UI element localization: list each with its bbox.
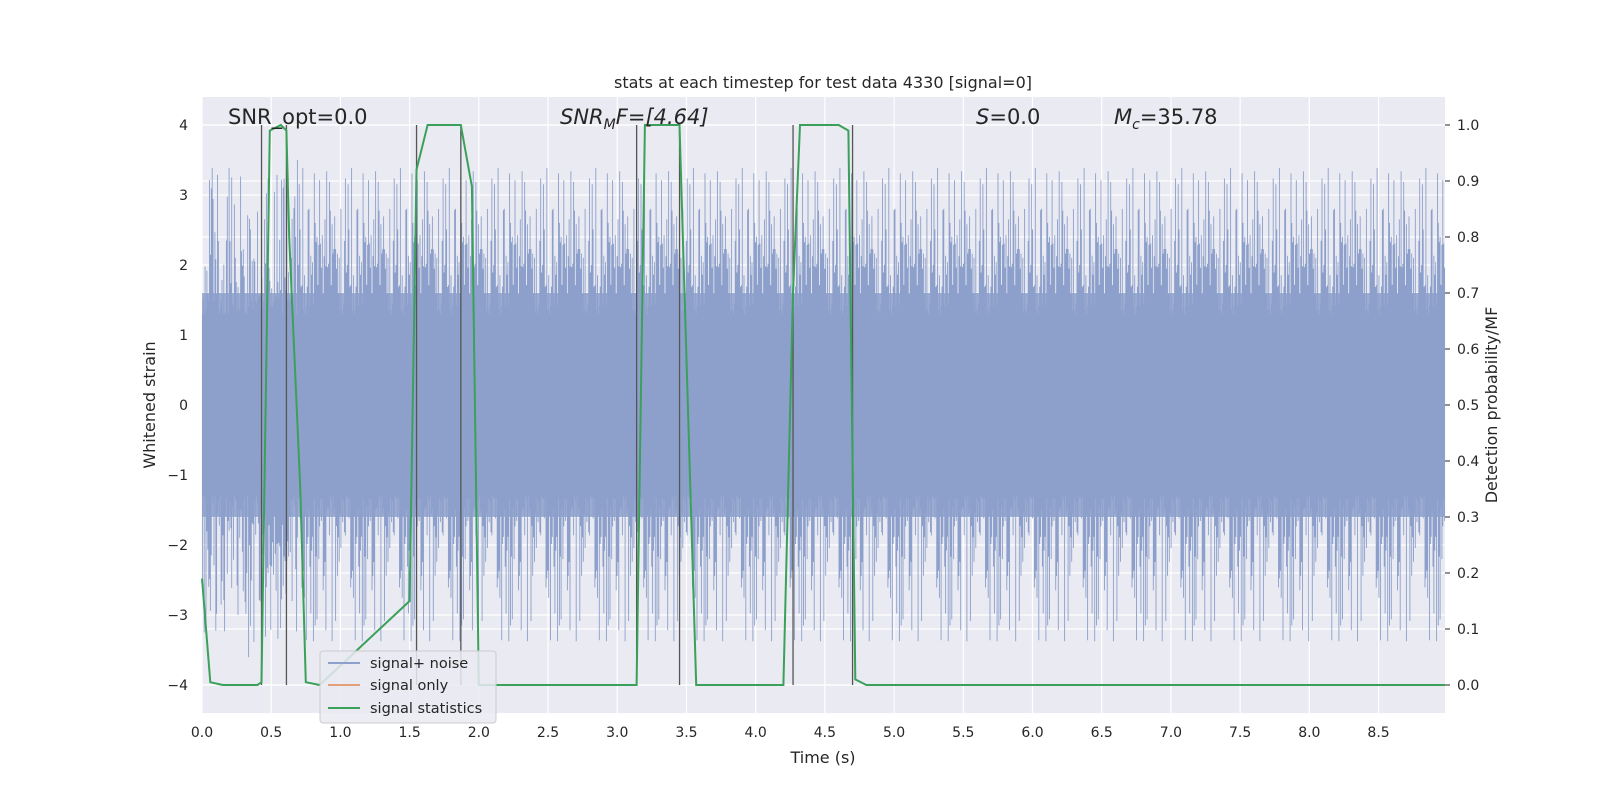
tick-labels: 0.0 0.5 1.0 1.5 2.0 2.5 3.0 3.5 4.0 4.5 5.0 5.5 6.0 6… bbox=[167, 118, 1479, 741]
legend-label-signal-noise: signal+ noise bbox=[370, 656, 468, 672]
y2-tick-label: 0.2 bbox=[1457, 566, 1479, 582]
y-axis-label: Whitened strain bbox=[140, 341, 159, 468]
y2-axis-label: Detection probability/MF bbox=[1482, 307, 1501, 504]
statistics-series bbox=[201, 123, 1445, 687]
s-symbol: S bbox=[976, 105, 989, 129]
x-tick-label: 1.0 bbox=[329, 725, 351, 741]
legend-label-signal-only: signal only bbox=[370, 678, 449, 694]
x-tick-label: 5.5 bbox=[952, 725, 974, 741]
y-tick-label: 1 bbox=[179, 328, 188, 344]
y2-tick-label: 0.0 bbox=[1457, 678, 1479, 694]
legend-label-signal-statistics: signal statistics bbox=[370, 701, 482, 717]
mc-symbol: M bbox=[1114, 105, 1132, 129]
mc-subscript: c bbox=[1132, 117, 1140, 133]
y2-tick-label: 0.1 bbox=[1457, 622, 1479, 638]
y-tick-label: −3 bbox=[167, 608, 188, 624]
y2-tick-label: 0.6 bbox=[1457, 342, 1479, 358]
y-tick-label: −1 bbox=[167, 468, 188, 484]
s-rest: =0.0 bbox=[989, 105, 1040, 129]
x-tick-label: 6.5 bbox=[1091, 725, 1113, 741]
x-tick-label: 0.5 bbox=[260, 725, 282, 741]
y2-tick-label: 0.7 bbox=[1457, 286, 1479, 302]
x-tick-label: 8.0 bbox=[1298, 725, 1320, 741]
x-tick-label: 7.5 bbox=[1229, 725, 1251, 741]
x-tick-label: 3.5 bbox=[675, 725, 697, 741]
x-tick-label: 3.0 bbox=[606, 725, 628, 741]
y2-tick-label: 0.8 bbox=[1457, 230, 1479, 246]
snr-mf-rest: F=[4.64] bbox=[616, 105, 709, 129]
y2-tick-label: 1.0 bbox=[1457, 118, 1479, 134]
x-tick-label: 4.0 bbox=[745, 725, 767, 741]
x-tick-label: 2.0 bbox=[468, 725, 490, 741]
x-tick-label: 7.0 bbox=[1160, 725, 1182, 741]
y-tick-label: 4 bbox=[179, 118, 188, 134]
snr-mf-symbol: SNR bbox=[560, 105, 604, 129]
x-tick-label: 1.5 bbox=[398, 725, 420, 741]
x-tick-label: 8.5 bbox=[1367, 725, 1389, 741]
y-tick-label: −4 bbox=[167, 678, 188, 694]
annotation-mc: Mc=35.78 bbox=[1114, 105, 1218, 133]
y-tick-label: −2 bbox=[167, 538, 188, 554]
mc-rest: =35.78 bbox=[1140, 105, 1218, 129]
x-tick-label: 4.5 bbox=[814, 725, 836, 741]
signal-statistics-line bbox=[201, 123, 1445, 687]
y2-tick-label: 0.3 bbox=[1457, 510, 1479, 526]
legend: signal+ noise signal only signal statist… bbox=[319, 650, 497, 724]
noise-spikes bbox=[201, 159, 1446, 658]
y-tick-label: 2 bbox=[179, 258, 188, 274]
x-tick-label: 6.0 bbox=[1021, 725, 1043, 741]
y2-tick-label: 0.9 bbox=[1457, 174, 1479, 190]
x-tick-label: 5.0 bbox=[883, 725, 905, 741]
snr-mf-subscript: M bbox=[604, 117, 616, 133]
x-axis-label: Time (s) bbox=[789, 748, 855, 767]
y2-tick-label: 0.4 bbox=[1457, 454, 1479, 470]
annotation-snr-mf: SNRMF=[4.64] bbox=[560, 105, 709, 133]
y2-tick-label: 0.5 bbox=[1457, 398, 1479, 414]
legend-box bbox=[319, 650, 497, 724]
y-tick-label: 0 bbox=[179, 398, 188, 414]
x-tick-label: 0.0 bbox=[191, 725, 213, 741]
x-tick-label: 2.5 bbox=[537, 725, 559, 741]
annotation-s: S=0.0 bbox=[976, 105, 1040, 129]
chart-title: stats at each timestep for test data 433… bbox=[614, 73, 1032, 92]
annotation-snr-opt: SNR_opt=0.0 bbox=[228, 105, 368, 130]
noise-series bbox=[201, 159, 1446, 658]
y-tick-label: 3 bbox=[179, 188, 188, 204]
